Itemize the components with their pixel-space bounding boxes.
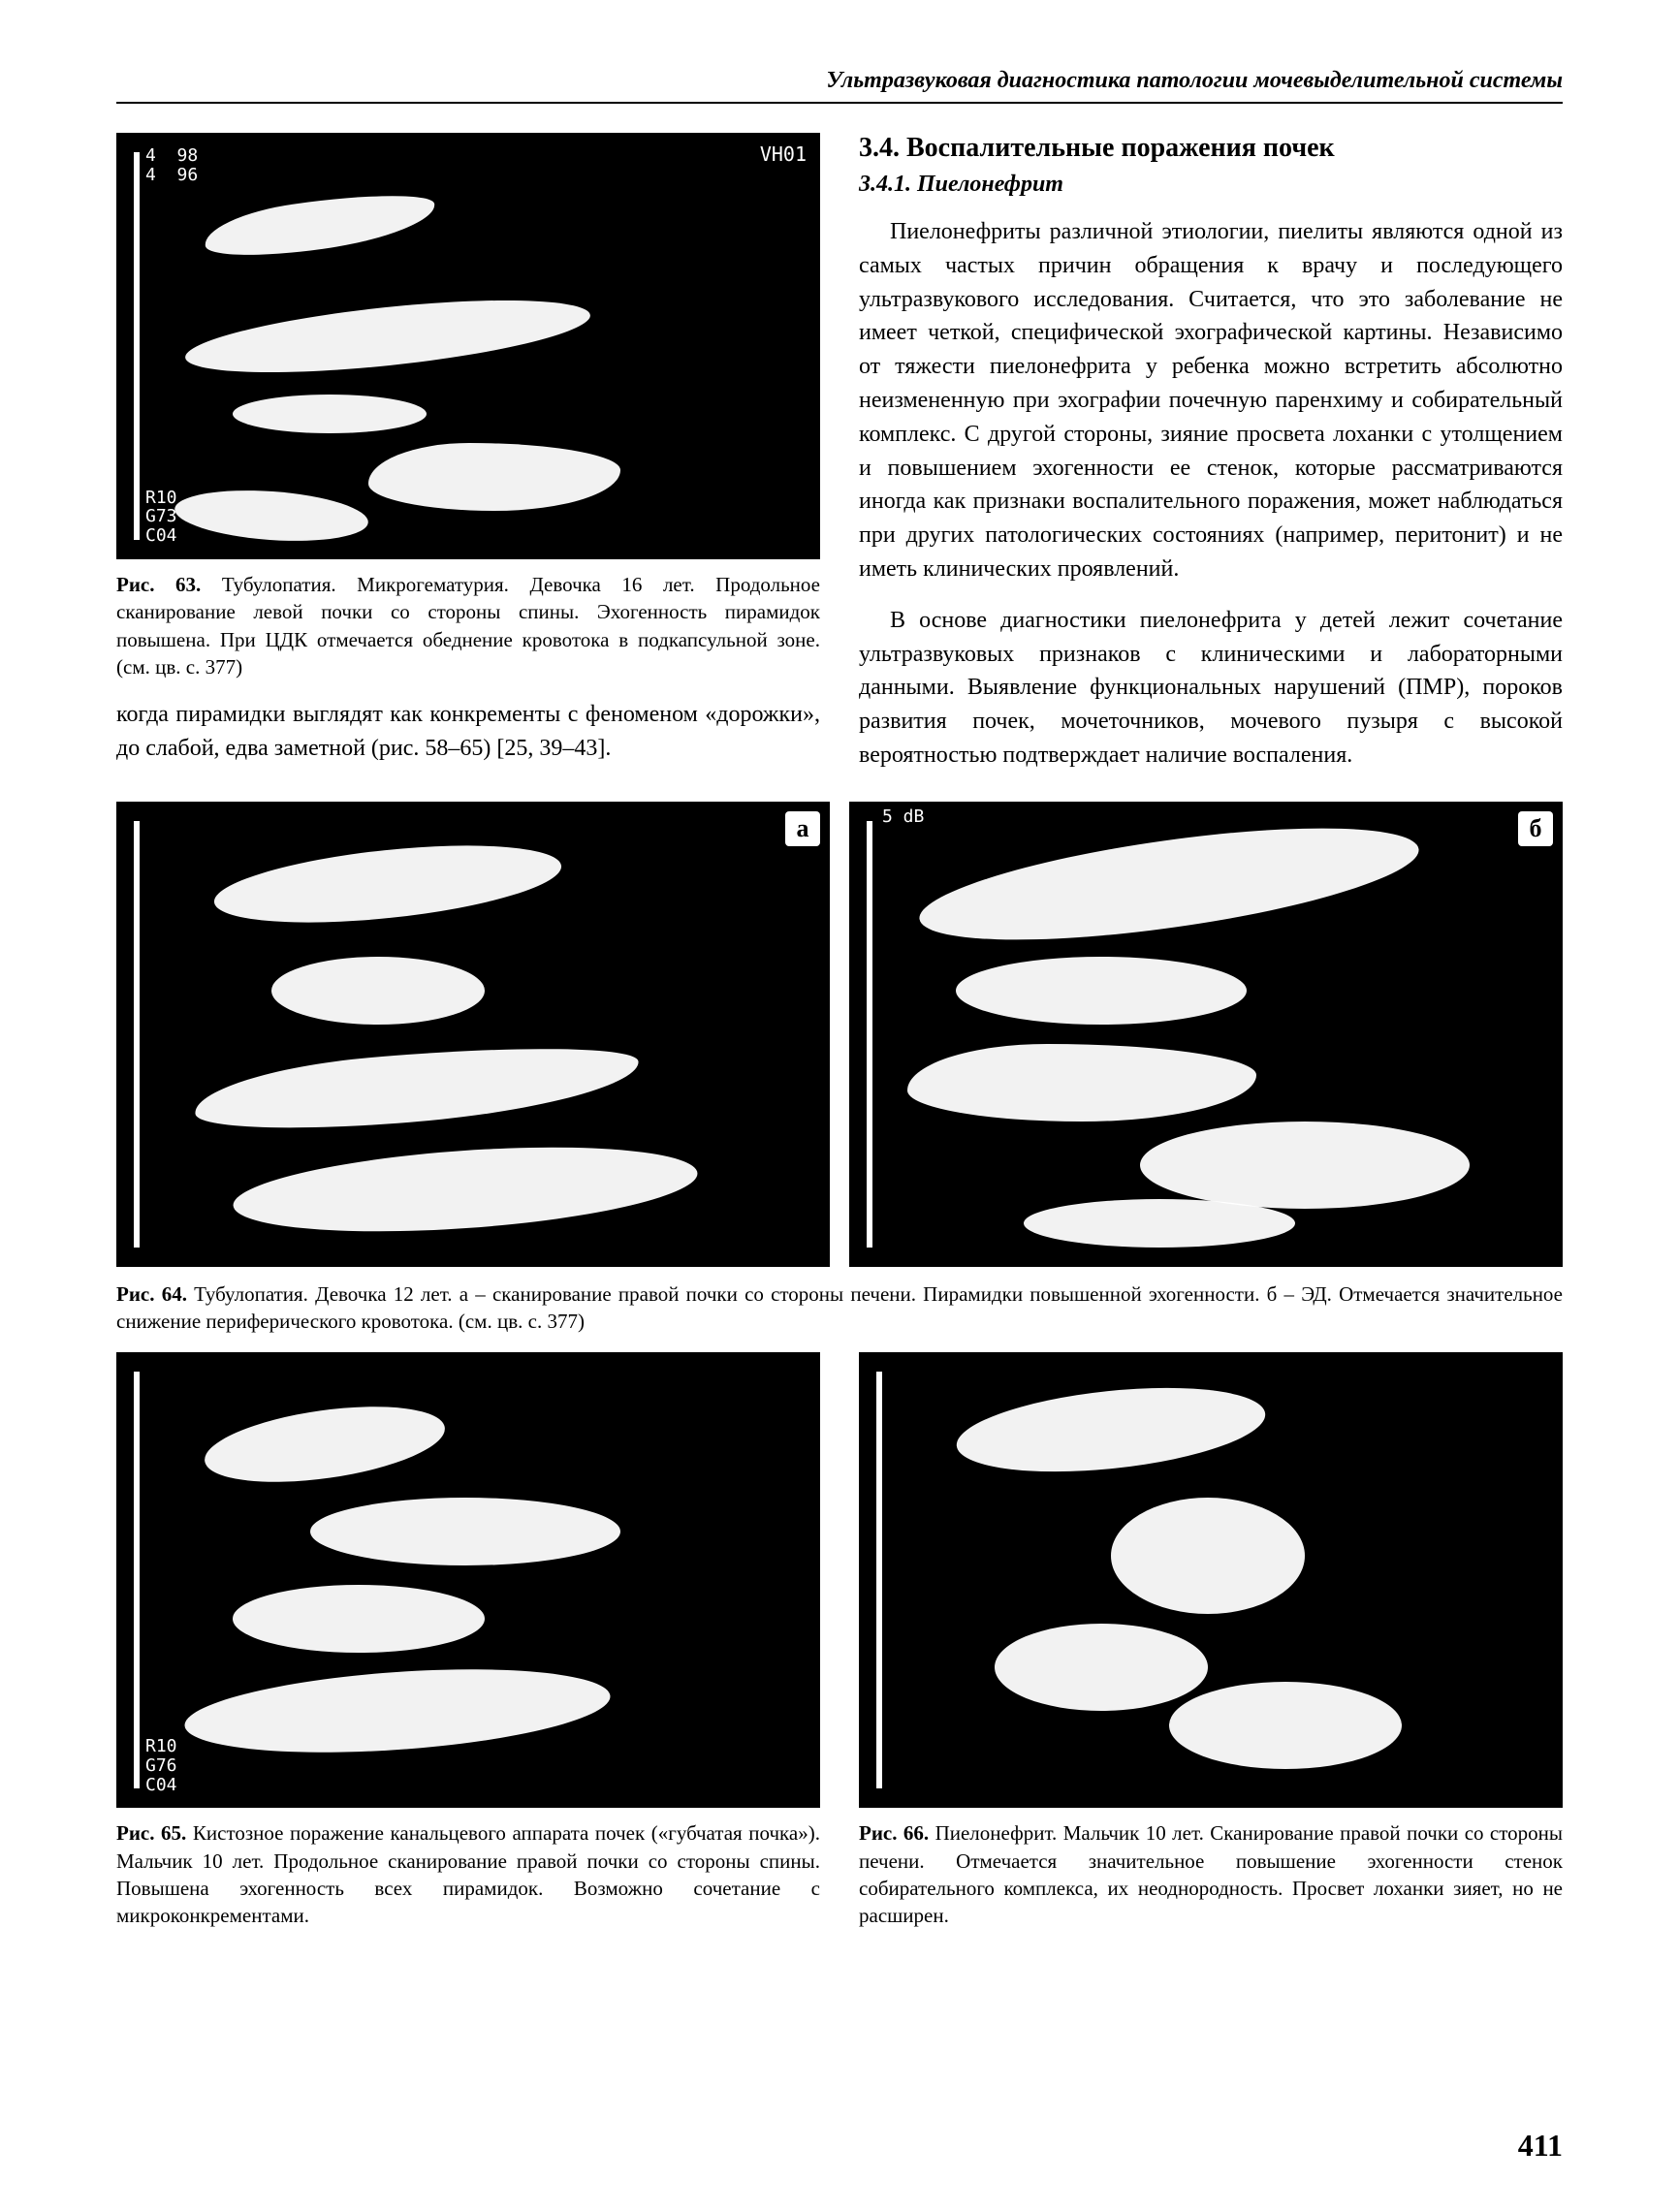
paragraph-2: В основе диагностики пиелонефрита у дете… — [859, 604, 1563, 773]
figure-65-block: R10 G76 C04 Рис. 65. Кистозное поражение… — [116, 1352, 820, 1929]
figure-64-caption: Рис. 64. Тубулопатия. Девочка 12 лет. а … — [116, 1280, 1563, 1336]
scale-bar-icon — [876, 1372, 882, 1788]
scale-bar-icon — [134, 1372, 140, 1788]
running-head: Ультразвуковая диагностика патологии моч… — [116, 68, 1563, 104]
section-heading: 3.4. Воспалительные поражения почек — [859, 133, 1563, 164]
figure-66-image — [859, 1352, 1563, 1808]
figure-63-caption: Рис. 63. Тубулопатия. Микрогематурия. Де… — [116, 571, 820, 680]
caption-lead: Рис. 63. — [116, 573, 201, 596]
caption-text: Тубулопатия. Микрогематурия. Девочка 16 … — [116, 573, 820, 679]
overlay-text: R10 G76 C04 — [145, 1737, 177, 1794]
figure-66-caption: Рис. 66. Пиелонефрит. Мальчик 10 лет. Ск… — [859, 1819, 1563, 1929]
caption-text: Пиелонефрит. Мальчик 10 лет. Сканировани… — [859, 1821, 1563, 1927]
caption-text: Кистозное поражение канальцевого аппарат… — [116, 1821, 820, 1927]
bottom-row: R10 G76 C04 Рис. 65. Кистозное поражение… — [116, 1352, 1563, 1929]
figure-64a-image: а — [116, 802, 830, 1267]
scale-bar-icon — [134, 821, 140, 1248]
left-column: 4 98 4 96 VH01 R10 G73 C04 Рис. 63. Тубу… — [116, 133, 820, 773]
page-number: 411 — [1518, 2128, 1563, 2164]
figure-64-row: а 5 dB б — [116, 802, 1563, 1267]
overlay-text: R10 G73 C04 — [145, 489, 177, 546]
paragraph-1: Пиелонефриты различной этиологии, пиелит… — [859, 215, 1563, 586]
figure-65-caption: Рис. 65. Кистозное поражение канальцевог… — [116, 1819, 820, 1929]
figure-64b-image: 5 dB б — [849, 802, 1563, 1267]
caption-lead: Рис. 65. — [116, 1821, 186, 1845]
caption-text: Тубулопатия. Девочка 12 лет. а – сканиро… — [116, 1282, 1563, 1333]
figure-63-image: 4 98 4 96 VH01 R10 G73 C04 — [116, 133, 820, 559]
caption-lead: Рис. 66. — [859, 1821, 929, 1845]
subsection-heading: 3.4.1. Пиелонефрит — [859, 172, 1563, 198]
overlay-text: 4 98 4 96 — [145, 146, 198, 185]
right-column: 3.4. Воспалительные поражения почек 3.4.… — [859, 133, 1563, 773]
scale-bar-icon — [867, 821, 872, 1248]
overlay-text: VH01 — [760, 142, 807, 166]
figure-66-block: Рис. 66. Пиелонефрит. Мальчик 10 лет. Ск… — [859, 1352, 1563, 1929]
panel-badge: б — [1518, 811, 1553, 846]
caption-lead: Рис. 64. — [116, 1282, 187, 1306]
page: Ультразвуковая диагностика патологии моч… — [0, 0, 1679, 2212]
left-paragraph: когда пирамидки выглядят как конкременты… — [116, 698, 820, 766]
scale-bar-icon — [134, 152, 140, 540]
panel-badge: а — [785, 811, 820, 846]
figure-65-image: R10 G76 C04 — [116, 1352, 820, 1808]
overlay-text: 5 dB — [882, 807, 924, 827]
upper-columns: 4 98 4 96 VH01 R10 G73 C04 Рис. 63. Тубу… — [116, 133, 1563, 773]
